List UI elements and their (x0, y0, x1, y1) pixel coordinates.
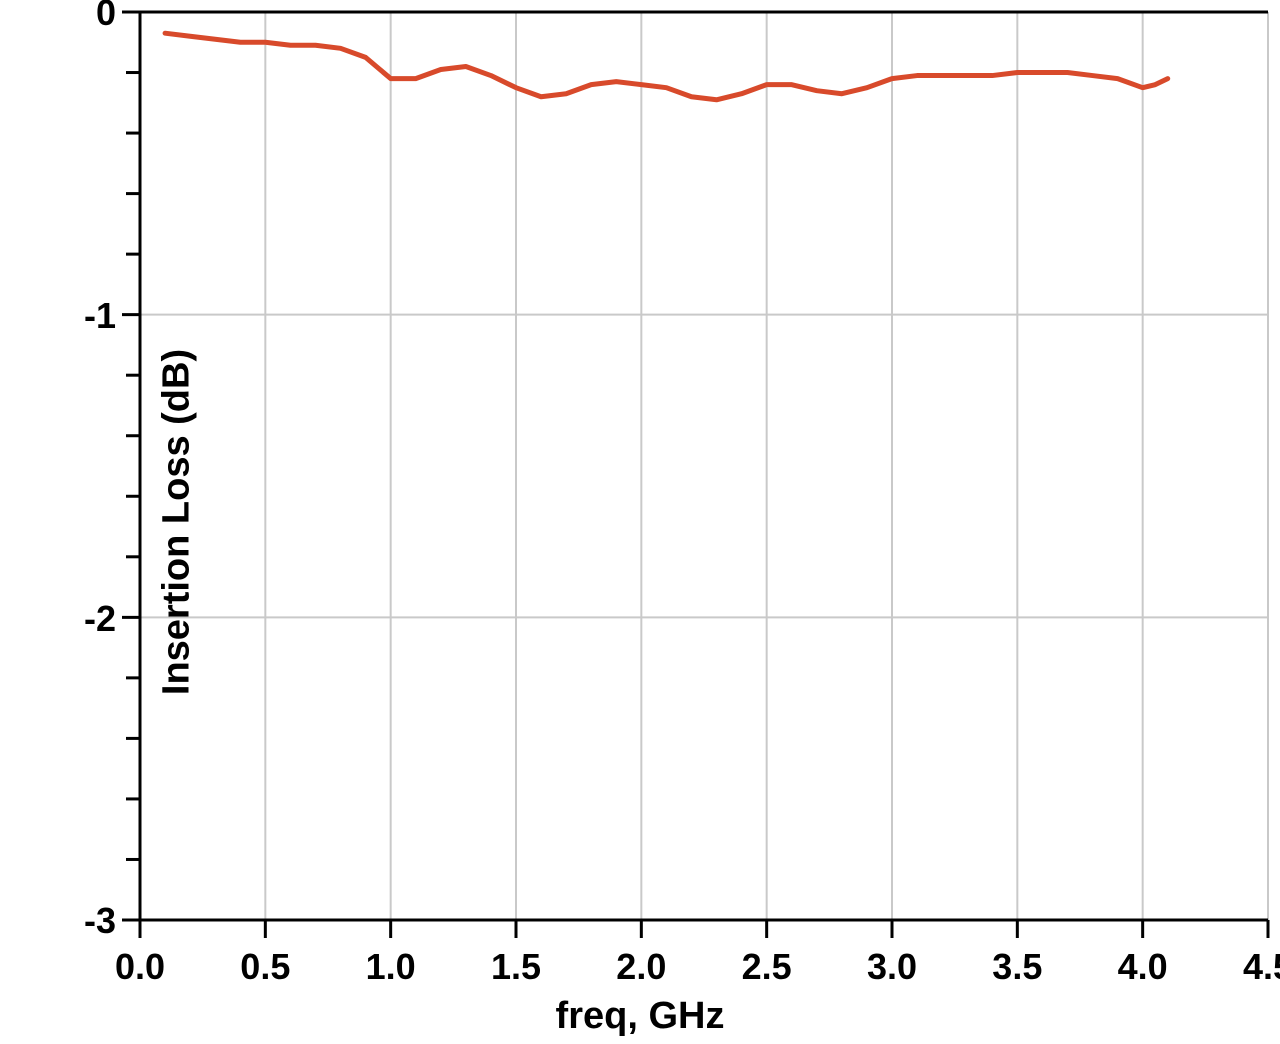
x-axis-label: freq, GHz (556, 995, 725, 1038)
ytick-label: 0 (96, 0, 116, 34)
xtick-label: 0.5 (235, 946, 295, 988)
xtick-label: 4.5 (1238, 946, 1280, 988)
ytick-label: -2 (84, 598, 116, 640)
xtick-label: 1.0 (361, 946, 421, 988)
xtick-label: 2.5 (737, 946, 797, 988)
ytick-label: -1 (84, 295, 116, 337)
xtick-label: 2.0 (611, 946, 671, 988)
xtick-label: 3.5 (987, 946, 1047, 988)
insertion-loss-chart: Insertion Loss (dB) freq, GHz 0 -1 -2 -30.0… (0, 0, 1280, 1044)
xtick-label: 3.0 (862, 946, 922, 988)
y-axis-label: Insertion Loss (dB) (156, 349, 199, 695)
ytick-label: -3 (84, 900, 116, 942)
xtick-label: 4.0 (1113, 946, 1173, 988)
xtick-label: 0.0 (110, 946, 170, 988)
xtick-label: 1.5 (486, 946, 546, 988)
